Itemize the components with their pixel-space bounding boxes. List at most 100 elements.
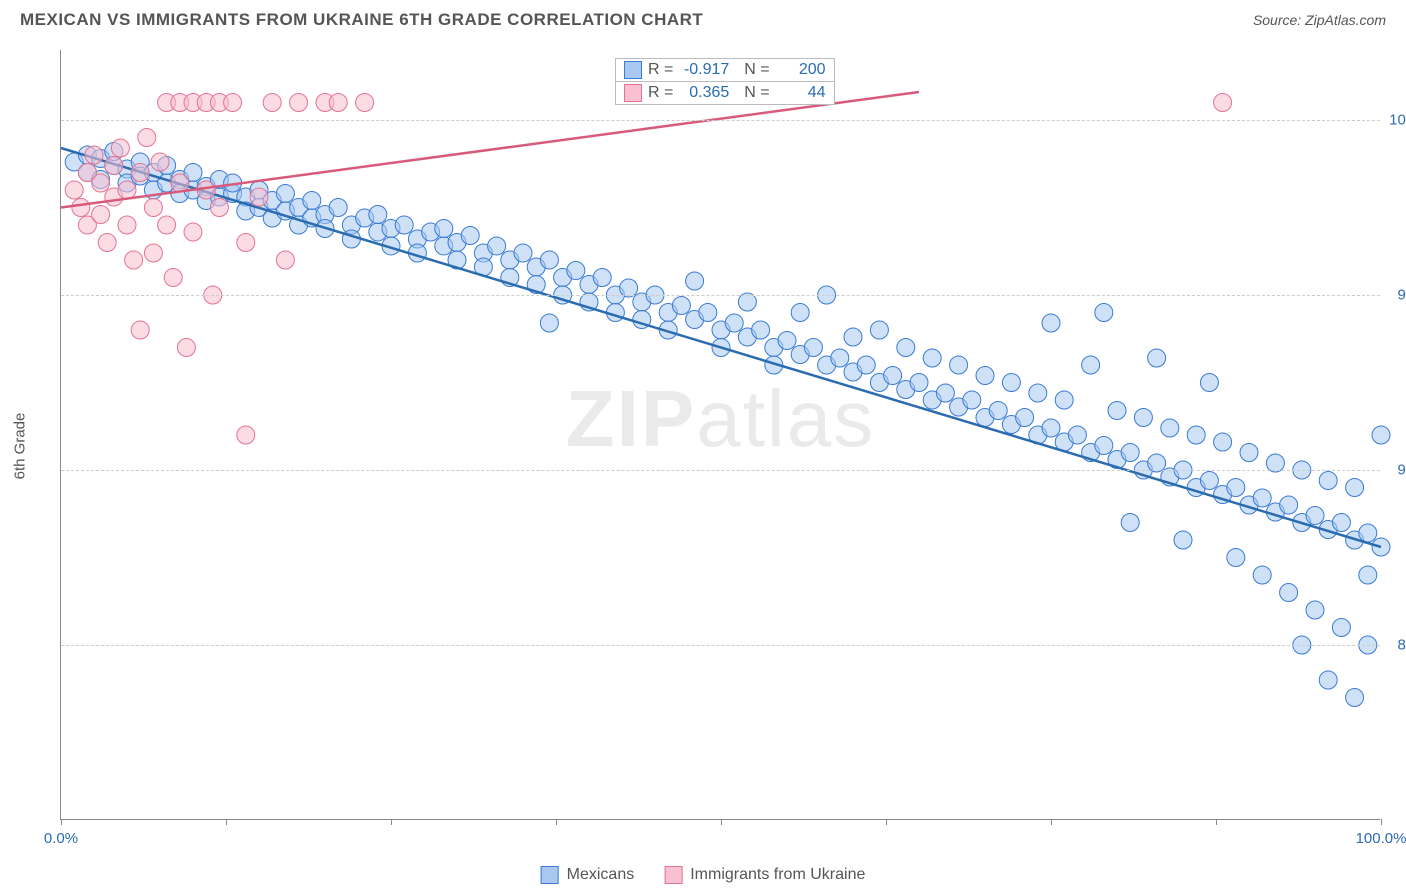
scatter-point	[92, 174, 110, 192]
scatter-point	[1372, 426, 1390, 444]
scatter-point	[92, 206, 110, 224]
scatter-point	[131, 321, 149, 339]
legend-swatch-mexicans	[541, 866, 559, 884]
scatter-point	[804, 339, 822, 357]
scatter-point	[290, 94, 308, 112]
stats-row-mexicans: R = -0.917 N = 200	[616, 59, 834, 82]
scatter-point	[1253, 566, 1271, 584]
scatter-point	[461, 227, 479, 245]
legend-item-mexicans: Mexicans	[541, 866, 635, 884]
scatter-point	[210, 199, 228, 217]
stats-row-ukraine: R = 0.365 N = 44	[616, 82, 834, 104]
xtick-label: 100.0%	[1356, 830, 1406, 847]
xtick	[556, 819, 557, 825]
y-axis-label: 6th Grade	[12, 413, 29, 480]
scatter-point	[1253, 489, 1271, 507]
scatter-point	[224, 94, 242, 112]
scatter-point	[1174, 531, 1192, 549]
scatter-point	[144, 244, 162, 262]
ytick-label: 85.0%	[1385, 637, 1406, 654]
scatter-point	[1214, 94, 1232, 112]
scatter-point	[1042, 419, 1060, 437]
stat-n-ukraine: 44	[776, 84, 826, 102]
source-attribution: Source: ZipAtlas.com	[1253, 12, 1386, 28]
scatter-point	[540, 314, 558, 332]
scatter-point	[263, 94, 281, 112]
scatter-plot-svg	[61, 50, 1380, 819]
xtick	[1381, 819, 1382, 825]
gridline-horizontal	[61, 120, 1380, 121]
scatter-point	[1227, 479, 1245, 497]
scatter-point	[395, 216, 413, 234]
scatter-point	[1346, 689, 1364, 707]
scatter-point	[1187, 426, 1205, 444]
chart-legend: Mexicans Immigrants from Ukraine	[541, 866, 866, 884]
legend-label-mexicans: Mexicans	[567, 866, 635, 884]
scatter-point	[1055, 391, 1073, 409]
scatter-point	[699, 304, 717, 322]
stat-r-ukraine: 0.365	[679, 84, 729, 102]
scatter-point	[1240, 444, 1258, 462]
xtick	[61, 819, 62, 825]
scatter-point	[1200, 472, 1218, 490]
scatter-point	[725, 314, 743, 332]
scatter-point	[1359, 524, 1377, 542]
scatter-point	[118, 181, 136, 199]
legend-label-ukraine: Immigrants from Ukraine	[690, 866, 865, 884]
scatter-point	[171, 174, 189, 192]
scatter-point	[1227, 549, 1245, 567]
scatter-point	[237, 234, 255, 252]
scatter-point	[329, 199, 347, 217]
stat-n-label: N =	[735, 61, 769, 79]
scatter-point	[144, 199, 162, 217]
stat-r-label: R =	[648, 84, 673, 102]
ytick-label: 95.0%	[1385, 287, 1406, 304]
scatter-point	[237, 426, 255, 444]
scatter-point	[276, 251, 294, 269]
scatter-point	[1108, 402, 1126, 420]
scatter-point	[1095, 304, 1113, 322]
xtick-label: 0.0%	[44, 830, 78, 847]
ytick-label: 100.0%	[1385, 112, 1406, 129]
scatter-point	[831, 349, 849, 367]
stat-n-mexicans: 200	[776, 61, 826, 79]
scatter-point	[923, 349, 941, 367]
scatter-point	[158, 216, 176, 234]
correlation-stats-box: R = -0.917 N = 200 R = 0.365 N = 44	[615, 58, 835, 105]
scatter-point	[540, 251, 558, 269]
scatter-point	[138, 129, 156, 147]
scatter-point	[1016, 409, 1034, 427]
stat-r-mexicans: -0.917	[679, 61, 729, 79]
scatter-point	[435, 220, 453, 238]
scatter-point	[567, 262, 585, 280]
scatter-point	[950, 356, 968, 374]
scatter-point	[884, 367, 902, 385]
scatter-point	[98, 234, 116, 252]
scatter-point	[686, 272, 704, 290]
scatter-point	[131, 164, 149, 182]
scatter-point	[1319, 472, 1337, 490]
scatter-point	[85, 146, 103, 164]
scatter-point	[118, 216, 136, 234]
scatter-point	[276, 185, 294, 203]
scatter-point	[844, 328, 862, 346]
scatter-point	[1002, 374, 1020, 392]
scatter-point	[369, 206, 387, 224]
scatter-point	[1332, 619, 1350, 637]
xtick	[721, 819, 722, 825]
scatter-point	[1332, 514, 1350, 532]
ytick-label: 90.0%	[1385, 462, 1406, 479]
scatter-point	[1280, 496, 1298, 514]
legend-swatch-ukraine	[664, 866, 682, 884]
scatter-point	[1280, 584, 1298, 602]
scatter-point	[936, 384, 954, 402]
scatter-point	[65, 181, 83, 199]
scatter-point	[593, 269, 611, 287]
scatter-point	[1082, 356, 1100, 374]
scatter-point	[1134, 409, 1152, 427]
scatter-point	[105, 157, 123, 175]
scatter-point	[1306, 507, 1324, 525]
scatter-point	[1148, 349, 1166, 367]
chart-plot-area: ZIPatlas R = -0.917 N = 200 R = 0.365 N …	[60, 50, 1380, 820]
scatter-point	[897, 339, 915, 357]
